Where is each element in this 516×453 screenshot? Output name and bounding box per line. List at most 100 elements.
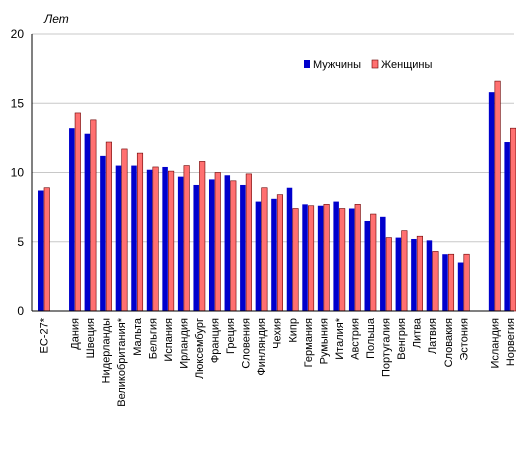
category-label: Ирландия [178, 318, 190, 369]
bar-women [416, 235, 423, 312]
bar-men [395, 237, 402, 311]
bar-women [432, 251, 439, 312]
category-label: Франция [210, 318, 222, 363]
y-axis-unit-label: Лет [43, 12, 69, 26]
bar-men [162, 166, 168, 311]
bar-men [38, 190, 44, 311]
bar-men [224, 175, 231, 311]
bar-men [193, 184, 199, 311]
category-label: ЕС-27* [39, 317, 51, 353]
bar-men [333, 201, 339, 311]
bar-men [317, 205, 324, 311]
bar-men [271, 198, 277, 311]
category-label: Мальта [132, 317, 144, 356]
y-tick-label: 20 [11, 27, 25, 41]
category-label: Румыния [318, 318, 330, 364]
bar-women [307, 205, 315, 312]
bar-women [214, 172, 221, 312]
bar-women [90, 119, 97, 312]
category-label: Чехия [272, 318, 284, 349]
bar-men [457, 262, 464, 311]
bar-women [276, 194, 284, 312]
legend: Мужчины Женщины [304, 59, 432, 71]
y-tick-label: 5 [17, 235, 24, 249]
y-tick-label: 0 [17, 304, 24, 318]
bar-women [43, 187, 50, 312]
bar-women [152, 166, 159, 312]
bar-men [255, 201, 262, 311]
bar-men [240, 184, 246, 311]
bar-women [261, 187, 268, 312]
y-axis-ticks: 0 5 10 15 20 [11, 27, 25, 318]
category-label: Дания [70, 318, 82, 350]
bar-men [115, 165, 122, 311]
bar-women [494, 80, 501, 312]
axes [31, 34, 514, 312]
bar-women [105, 141, 112, 312]
category-label: Эстония [458, 318, 470, 361]
bar-women [168, 170, 175, 312]
category-label: Исландия [489, 318, 501, 369]
category-label: Латвия [427, 318, 439, 354]
y-tick-label: 15 [11, 96, 25, 110]
bar-women [74, 112, 81, 312]
bar-men [348, 208, 355, 311]
bar-women [199, 161, 206, 312]
bar-women [183, 165, 190, 312]
bar-men [146, 169, 153, 311]
legend-label-men: Мужчины [313, 59, 361, 71]
legend-label-women: Женщины [381, 59, 432, 71]
category-label: Финляндия [256, 318, 268, 376]
bar-women [339, 208, 346, 312]
bars [38, 80, 516, 312]
category-label: Швеция [85, 318, 97, 358]
bar-men [442, 254, 448, 311]
category-label: Польша [365, 317, 377, 359]
bar-women [136, 152, 144, 312]
bar-men [177, 176, 184, 311]
category-label: Португалия [381, 318, 393, 377]
category-label: Венгрия [396, 318, 408, 360]
bar-women [354, 204, 361, 312]
category-label: Бельгия [147, 318, 159, 359]
bar-women [401, 230, 408, 312]
category-label: Австрия [349, 318, 361, 360]
category-label: Словения [241, 318, 253, 369]
bar-men [426, 240, 433, 311]
bar-women [245, 173, 252, 312]
bar-men [84, 133, 91, 311]
category-label: Люксембург [194, 318, 206, 379]
bar-women [463, 253, 470, 312]
bar-women [385, 237, 392, 312]
category-label: Великобритания* [116, 317, 128, 406]
bar-men [364, 220, 370, 311]
bar-women [323, 204, 330, 312]
bar-women [447, 253, 455, 312]
legend-swatch-women [371, 59, 379, 69]
bar-men [504, 142, 510, 311]
x-axis-category-labels: ЕС-27* Дания Швеция Нидерланды Великобритани… [39, 317, 516, 407]
bar-men [69, 128, 75, 311]
category-label: Италия* [334, 317, 346, 359]
bar-women [230, 180, 237, 312]
category-label: Греция [225, 318, 237, 354]
y-tick-label: 10 [11, 166, 25, 180]
category-label: Литва [412, 317, 424, 348]
bar-men [380, 216, 386, 311]
category-label: Германия [303, 318, 315, 367]
bar-men [411, 238, 417, 311]
bar-men [302, 204, 308, 311]
bar-women [292, 208, 299, 312]
bar-men [100, 155, 106, 311]
category-label: Норвегия [505, 318, 516, 366]
bar-women [370, 213, 377, 312]
category-label: Испания [163, 318, 175, 362]
legend-swatch-men [304, 60, 310, 68]
category-label: Кипр [287, 318, 299, 343]
bar-women [121, 148, 128, 312]
bar-men [209, 179, 215, 311]
category-label: Словакия [443, 318, 455, 367]
category-label: Нидерланды [101, 318, 113, 383]
bar-men [488, 92, 495, 311]
